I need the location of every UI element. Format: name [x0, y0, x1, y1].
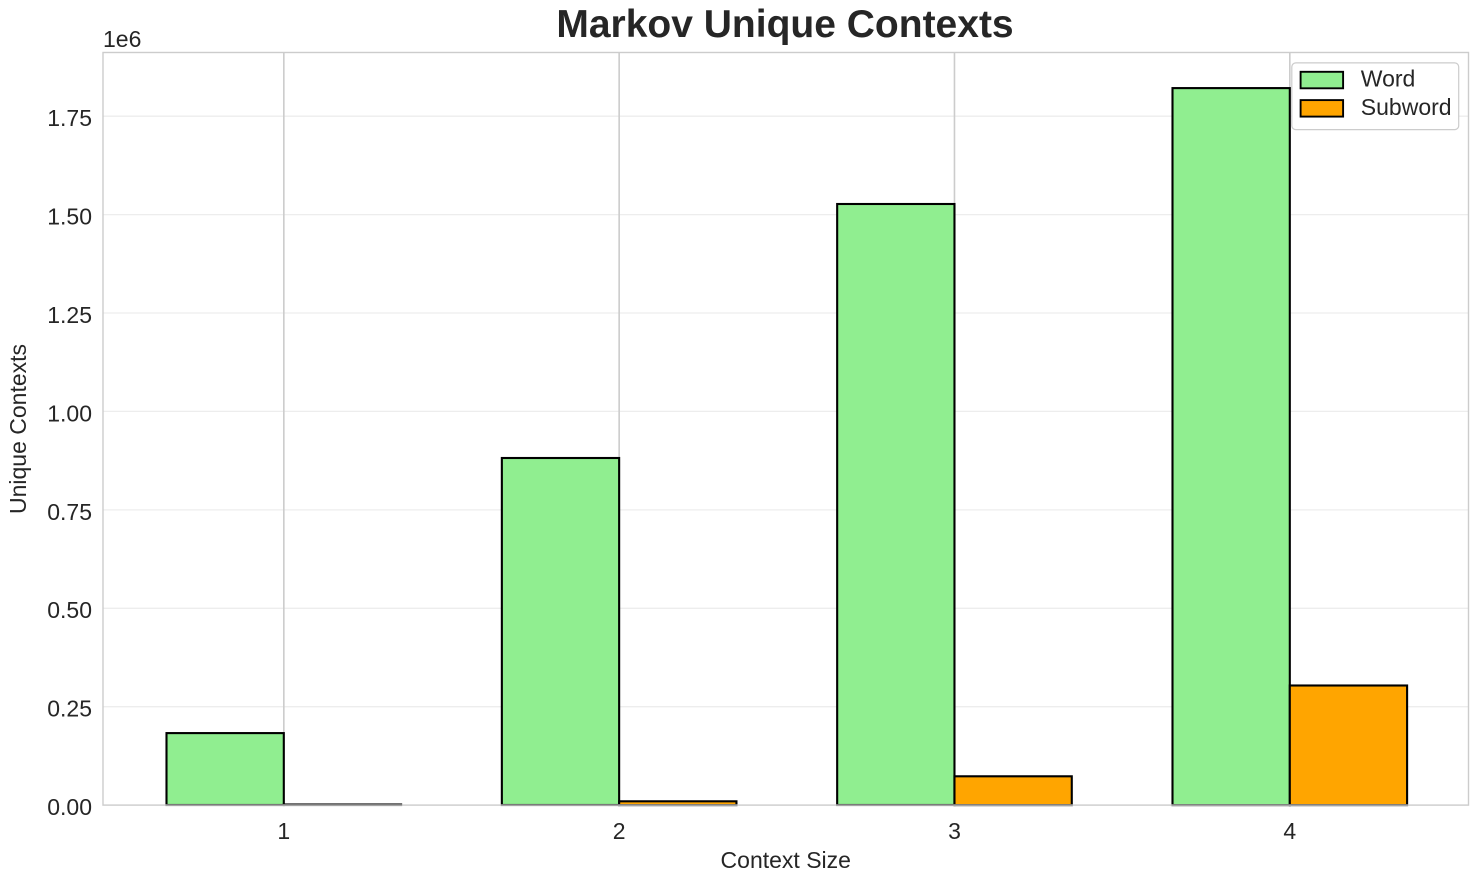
- svg-text:4: 4: [1283, 818, 1296, 844]
- svg-text:0.75: 0.75: [47, 499, 92, 525]
- svg-text:1.75: 1.75: [47, 105, 92, 131]
- svg-text:1e6: 1e6: [103, 26, 141, 52]
- svg-text:Context Size: Context Size: [721, 847, 851, 873]
- svg-text:0.25: 0.25: [47, 696, 92, 722]
- svg-text:2: 2: [613, 818, 626, 844]
- svg-text:Unique Contexts: Unique Contexts: [5, 344, 31, 514]
- svg-text:0.00: 0.00: [47, 794, 92, 820]
- svg-text:1.50: 1.50: [47, 204, 92, 230]
- svg-text:Markov Unique Contexts: Markov Unique Contexts: [556, 3, 1013, 46]
- svg-text:1.25: 1.25: [47, 302, 92, 328]
- svg-text:Word: Word: [1361, 66, 1416, 92]
- svg-text:Subword: Subword: [1361, 94, 1452, 120]
- svg-text:3: 3: [948, 818, 961, 844]
- svg-text:1.00: 1.00: [47, 400, 92, 426]
- svg-text:1: 1: [277, 818, 290, 844]
- svg-text:0.50: 0.50: [47, 597, 92, 623]
